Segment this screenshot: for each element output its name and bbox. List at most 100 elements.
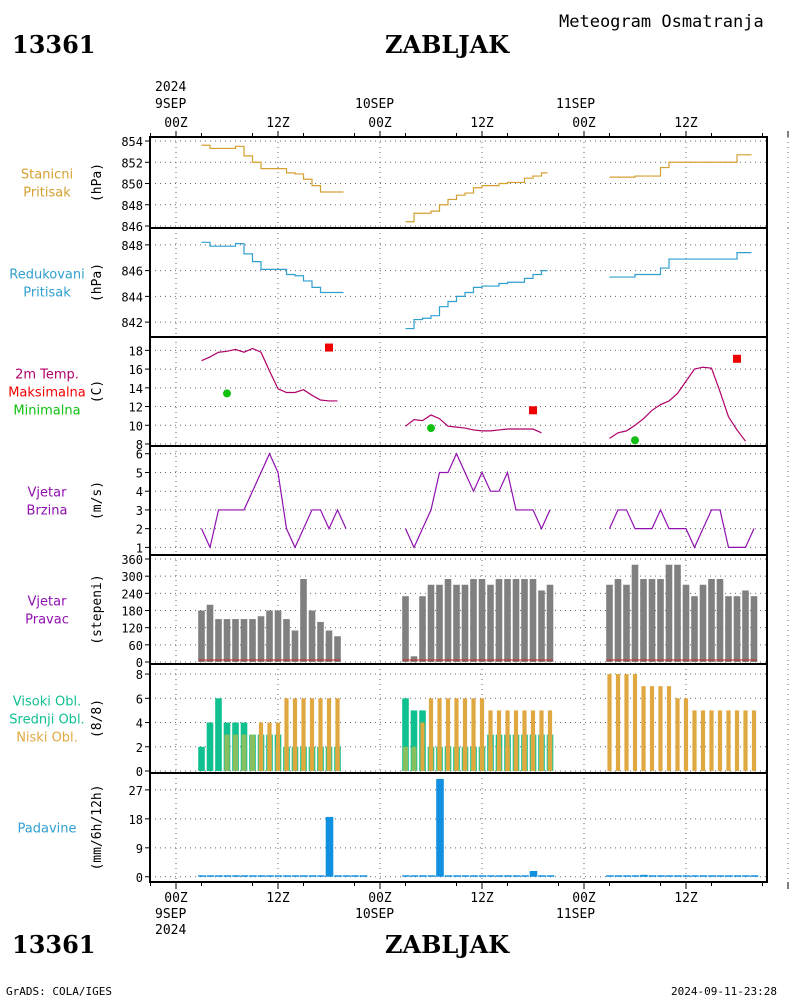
stanicni-ylabel: (hPa) <box>90 163 105 202</box>
vjetar-brzina-ytick-label: 1 <box>136 541 143 555</box>
oblacnost-bar-1 <box>233 734 238 771</box>
oblacnost-bar-2 <box>488 710 493 771</box>
padavine-bar <box>232 875 240 877</box>
redukovani-ytick-label: 846 <box>121 265 143 279</box>
padavine-bar <box>521 875 529 877</box>
temperatura-series-line <box>405 414 542 434</box>
oblacnost-bar-2 <box>420 722 425 771</box>
vjetar-pravac-bar <box>300 579 307 662</box>
top-day-label: 9SEP <box>155 97 186 112</box>
padavine-bar <box>249 875 257 877</box>
stanicni-series-line <box>609 154 752 178</box>
vjetar-pravac-bar <box>427 584 435 662</box>
padavine-bar <box>495 875 504 877</box>
vjetar-pravac-bar <box>419 596 426 662</box>
vjetar-pravac-ytick-label: 360 <box>121 553 143 567</box>
padavine-bar <box>725 875 733 877</box>
bottom-hour-label: 12Z <box>674 891 698 906</box>
padavine-ytick-label: 0 <box>136 871 143 885</box>
stanicni-ytick-label: 852 <box>121 156 143 170</box>
top-day-label: 10SEP <box>355 97 394 112</box>
oblacnost-bar-2 <box>734 710 740 771</box>
bottom-hour-label: 00Z <box>164 891 188 906</box>
redukovani-label: Pritisak <box>23 286 71 301</box>
oblacnost-bar-2 <box>309 698 315 771</box>
oblacnost-ytick-label: 8 <box>136 668 143 682</box>
padavine-bar <box>223 875 232 877</box>
padavine-bar <box>640 874 648 877</box>
oblacnost-bar-2 <box>641 686 646 771</box>
redukovani-series-line <box>609 252 752 278</box>
vjetar-pravac-bar <box>674 564 681 662</box>
temperatura-ytick-label: 10 <box>129 419 143 433</box>
bottom-day-label: 9SEP <box>155 907 186 922</box>
temperatura-ylabel: (C) <box>90 380 105 403</box>
header-station-id: 13361 <box>12 30 96 59</box>
vjetar-pravac-bar <box>249 619 256 662</box>
padavine-bar <box>487 875 495 877</box>
padavine-bar <box>512 875 521 877</box>
top-hour-label: 12Z <box>266 116 290 131</box>
vjetar-pravac-bar <box>232 619 239 662</box>
padavine-bar <box>266 875 274 877</box>
oblacnost-bar-2 <box>683 698 689 771</box>
padavine-bar <box>665 875 674 877</box>
bottom-day-label: 11SEP <box>556 907 595 922</box>
padavine-bar <box>325 816 334 877</box>
padavine-bar <box>240 875 249 877</box>
padavine-bar <box>342 875 351 877</box>
padavine-bar <box>215 875 223 877</box>
bottom-day-label: 10SEP <box>355 907 394 922</box>
padavine-bar <box>682 875 691 877</box>
timestamp-text: 2024-09-11-23:28 <box>671 985 777 998</box>
oblacnost-plot <box>198 674 757 771</box>
top-hour-label: 12Z <box>674 116 698 131</box>
padavine-bar <box>648 875 657 877</box>
redukovani-series-line <box>201 241 344 294</box>
vjetar-brzina-ytick-label: 3 <box>136 504 143 518</box>
padavine-bar <box>198 875 206 877</box>
oblacnost-bar-2 <box>743 710 748 771</box>
vjetar-pravac-bar <box>291 630 299 662</box>
padavine-bar <box>733 875 742 877</box>
padavine-bar <box>606 875 614 877</box>
oblacnost-bar-2 <box>649 686 655 771</box>
vjetar-pravac-bar <box>631 564 639 662</box>
redukovani-ytick-label: 844 <box>121 290 143 304</box>
stanicni-frame <box>149 136 768 229</box>
oblacnost-bar-1 <box>250 734 255 771</box>
vjetar-pravac-bar <box>402 596 409 662</box>
padavine-bar <box>478 875 487 877</box>
vjetar-pravac-bar <box>529 579 537 662</box>
padavine-bar <box>750 875 759 877</box>
oblacnost-bar-2 <box>505 710 510 771</box>
stanicni-label: Pritisak <box>23 186 71 201</box>
redukovani-frame <box>149 227 768 338</box>
bottom-hour-label: 00Z <box>368 891 392 906</box>
vjetar-pravac-ylabel: (stepeni) <box>90 574 105 644</box>
vjetar-pravac-bar <box>478 579 486 662</box>
stanicni-ytick-label: 850 <box>121 178 143 192</box>
padavine-bar <box>274 875 283 877</box>
padavine-bar <box>546 875 555 877</box>
vjetar-brzina-frame <box>149 445 768 556</box>
oblacnost-label: Srednji Obl. <box>9 713 84 728</box>
oblacnost-bar-2 <box>675 698 680 771</box>
oblacnost-bar-2 <box>437 698 442 771</box>
padavine-bar <box>538 875 546 877</box>
oblacnost-bar-2 <box>615 674 621 771</box>
vjetar-pravac-bar <box>436 584 443 662</box>
vjetar-pravac-bar <box>215 619 222 662</box>
padavine-label: Padavine <box>18 822 77 837</box>
oblacnost-bar-2 <box>275 722 281 771</box>
padavine-plot <box>198 778 759 877</box>
redukovani-ylabel: (hPa) <box>90 263 105 302</box>
padavine-bar <box>708 875 716 877</box>
padavine-bar <box>283 875 291 877</box>
vjetar-pravac-bar <box>657 579 664 662</box>
temperatura-ytick-label: 12 <box>129 401 143 415</box>
oblacnost-bar-2 <box>709 710 714 771</box>
oblacnost-ytick-label: 2 <box>136 741 143 755</box>
padavine-bar <box>674 875 682 877</box>
